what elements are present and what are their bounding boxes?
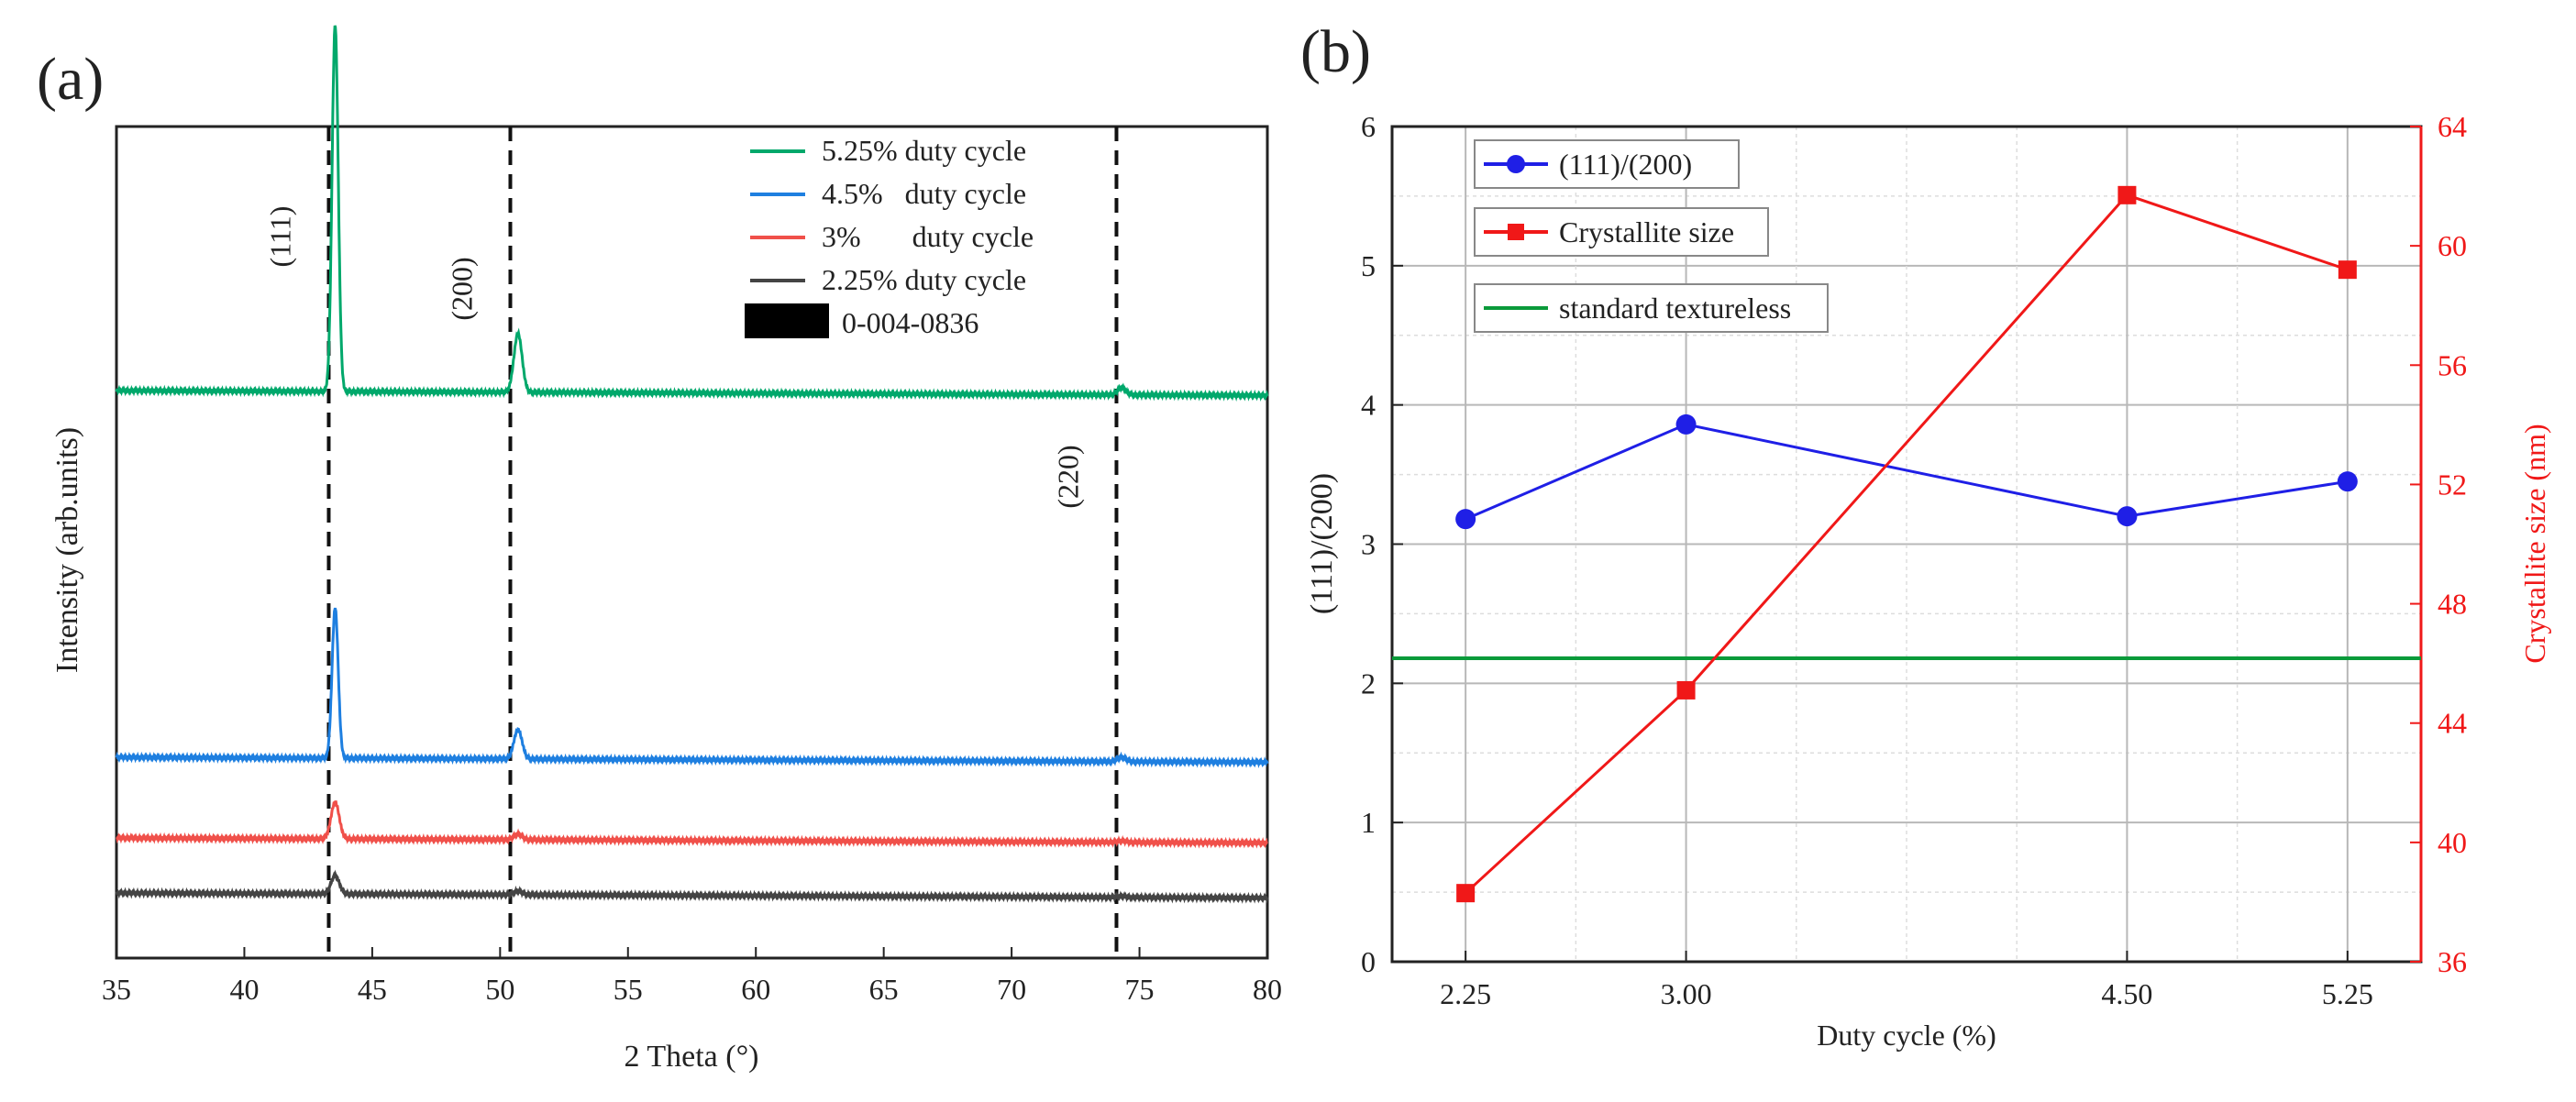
panel-b-series (1455, 185, 2358, 903)
y-tick-label: 6 (1361, 110, 1376, 143)
reference-line-label: (111) (263, 206, 296, 268)
panel-a-reference-lines: (111) (200) (220) (263, 127, 1119, 958)
y-tick-label: 1 (1361, 806, 1376, 839)
legend-entry: 2.25% duty cycle (822, 263, 1026, 296)
legend-entry: (111)/(200) (1559, 148, 1692, 181)
panel-a-label: (a) (37, 46, 104, 113)
x-tick-label: 5.25 (2322, 977, 2373, 1010)
x-tick-label: 55 (614, 973, 643, 1006)
legend-entry: 3% duty cycle (822, 220, 1034, 253)
y2-tick-label: 36 (2438, 945, 2467, 978)
y-tick-label: 2 (1361, 667, 1376, 700)
panel-a-x-axis-label: 2 Theta (°) (624, 1040, 758, 1074)
panel-a-plot-frame (115, 125, 1269, 960)
y-tick-label: 5 (1361, 249, 1376, 282)
y-tick-label: 0 (1361, 945, 1376, 978)
x-tick-label: 80 (1253, 973, 1282, 1006)
series-line (115, 869, 1269, 904)
y-tick-label: 4 (1361, 389, 1376, 422)
x-tick-label: 4.50 (2101, 977, 2152, 1010)
series-line (1465, 423, 2349, 521)
legend-swatch (745, 303, 829, 338)
x-tick-label: 65 (869, 973, 899, 1006)
reference-line-label: (200) (445, 257, 478, 320)
panel-b-legend: (111)/(200) Crystallite size standard text… (1474, 139, 1829, 333)
y2-tick-label: 48 (2438, 588, 2467, 621)
legend-entry: 0-004-0836 (842, 306, 978, 339)
data-point (1676, 680, 1696, 700)
data-point (2117, 506, 2138, 527)
panel-a-x-ticks: 35 40 45 50 55 60 65 70 75 80 (102, 947, 1282, 1006)
legend-marker (1507, 155, 1525, 173)
legend-box (1474, 283, 1829, 333)
data-point (2117, 185, 2137, 204)
y2-tick-label: 56 (2438, 348, 2467, 381)
panel-b-x-axis-label: Duty cycle (%) (1817, 1019, 1996, 1052)
x-tick-label: 60 (741, 973, 770, 1006)
legend-entry: 4.5% duty cycle (822, 177, 1026, 210)
y2-tick-label: 52 (2438, 468, 2467, 501)
x-tick-label: 70 (997, 973, 1026, 1006)
x-tick-label: 2.25 (1440, 977, 1491, 1010)
reference-line-label: (220) (1051, 445, 1084, 508)
y-tick-label: 3 (1361, 528, 1376, 561)
panel-a-legend: 5.25% duty cycle 4.5% duty cycle 3% duty c… (745, 134, 1034, 339)
x-tick-label: 40 (229, 973, 259, 1006)
x-tick-label: 35 (102, 973, 131, 1006)
x-tick-label: 45 (358, 973, 387, 1006)
panel-a-y-axis-label: Intensity (arb.units) (50, 427, 84, 673)
legend-entry: Crystallite size (1559, 215, 1734, 248)
series-line (115, 607, 1269, 768)
data-point (1456, 884, 1476, 903)
x-tick-label: 3.00 (1661, 977, 1712, 1010)
panel-b-label: (b) (1300, 18, 1371, 85)
x-tick-label: 75 (1125, 973, 1155, 1006)
y2-tick-label: 60 (2438, 229, 2467, 262)
y2-tick-label: 40 (2438, 826, 2467, 859)
legend-entry: 5.25% duty cycle (822, 134, 1026, 167)
data-point (1675, 413, 1697, 435)
panel-b-y-axis-label: (111)/(200) (1305, 473, 1339, 614)
data-point (1455, 509, 1476, 530)
panel-b-y2-axis-label: Crystallite size (nm) (2518, 424, 2551, 663)
panel-a-series (115, 25, 1269, 904)
data-point (2337, 471, 2358, 492)
y2-tick-label: 64 (2438, 110, 2467, 143)
legend-entry: standard textureless (1559, 292, 1791, 325)
series-line (116, 800, 1268, 849)
x-tick-label: 50 (485, 973, 514, 1006)
series-line (1465, 193, 2349, 895)
data-point (2338, 260, 2357, 280)
y2-tick-label: 44 (2438, 707, 2467, 740)
panel-a-xrd-chart: (a) (111) (200) (220) 35 40 45 50 55 60 65 70 75 80… (37, 25, 1282, 1074)
legend-marker (1508, 224, 1524, 240)
series-line (115, 25, 1269, 402)
